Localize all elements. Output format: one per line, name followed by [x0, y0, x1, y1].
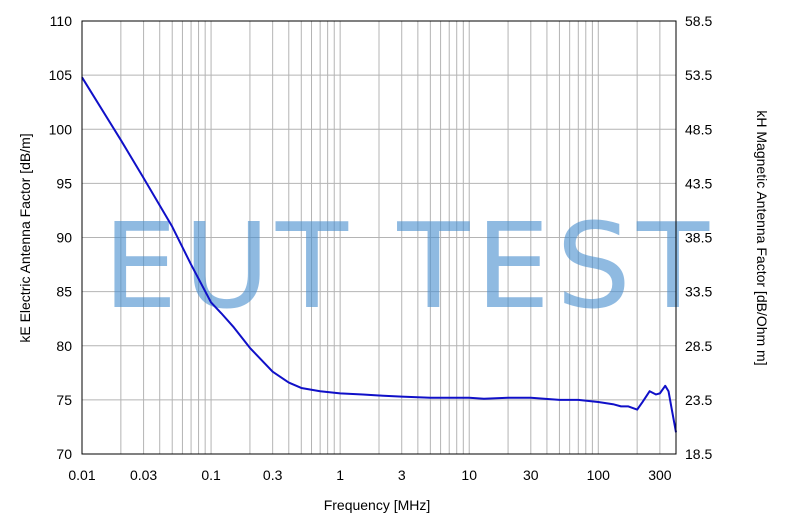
plot-frame	[81, 20, 677, 455]
series-line-antenna-factor	[81, 76, 677, 433]
x-tick-label: 0.03	[130, 467, 157, 483]
y2-tick-label: 48.5	[685, 121, 712, 137]
x-axis-ticks: 0.01 0.03 0.1 0.3 1 3 10 30 100 300	[68, 467, 671, 483]
y-tick-label: 70	[56, 446, 72, 462]
y-tick-label: 95	[56, 175, 72, 191]
y-tick-label: 90	[56, 230, 72, 246]
y2-tick-label: 58.5	[685, 13, 712, 29]
y-axis-label: kE Electric Antenna Factor [dB/m]	[17, 133, 33, 342]
y-axis-ticks: 70 75 80 85 90 95 100 105 110	[49, 13, 73, 462]
y-tick-label: 85	[56, 284, 72, 300]
x-tick-label: 0.3	[263, 467, 283, 483]
y2-tick-label: 23.5	[685, 392, 712, 408]
x-tick-label: 3	[398, 467, 406, 483]
x-tick-label: 100	[587, 467, 611, 483]
x-tick-label: 30	[523, 467, 539, 483]
x-tick-label: 0.1	[201, 467, 221, 483]
x-tick-label: 1	[336, 467, 344, 483]
y2-axis-label: kH Magnetic Antenna Factor [dB/Ohm m]	[754, 110, 770, 365]
y-tick-label: 110	[50, 13, 73, 29]
y2-tick-label: 33.5	[685, 284, 712, 300]
y2-axis-ticks: 18.5 23.5 28.5 33.5 38.5 43.5 48.5 53.5 58.5	[685, 13, 712, 462]
y-tick-label: 80	[56, 338, 72, 354]
x-tick-label: 0.01	[68, 467, 95, 483]
y-tick-label: 105	[49, 67, 73, 83]
x-tick-label: 300	[648, 467, 672, 483]
y-tick-label: 100	[49, 121, 73, 137]
x-axis-label: Frequency [MHz]	[324, 497, 431, 513]
y2-tick-label: 28.5	[685, 338, 712, 354]
x-tick-label: 10	[461, 467, 477, 483]
y2-tick-label: 38.5	[685, 230, 712, 246]
y-tick-label: 75	[56, 392, 72, 408]
y2-tick-label: 43.5	[685, 175, 712, 191]
y2-tick-label: 53.5	[685, 67, 712, 83]
watermark-text: EUT TEST	[103, 197, 715, 335]
y2-tick-label: 18.5	[685, 446, 712, 462]
